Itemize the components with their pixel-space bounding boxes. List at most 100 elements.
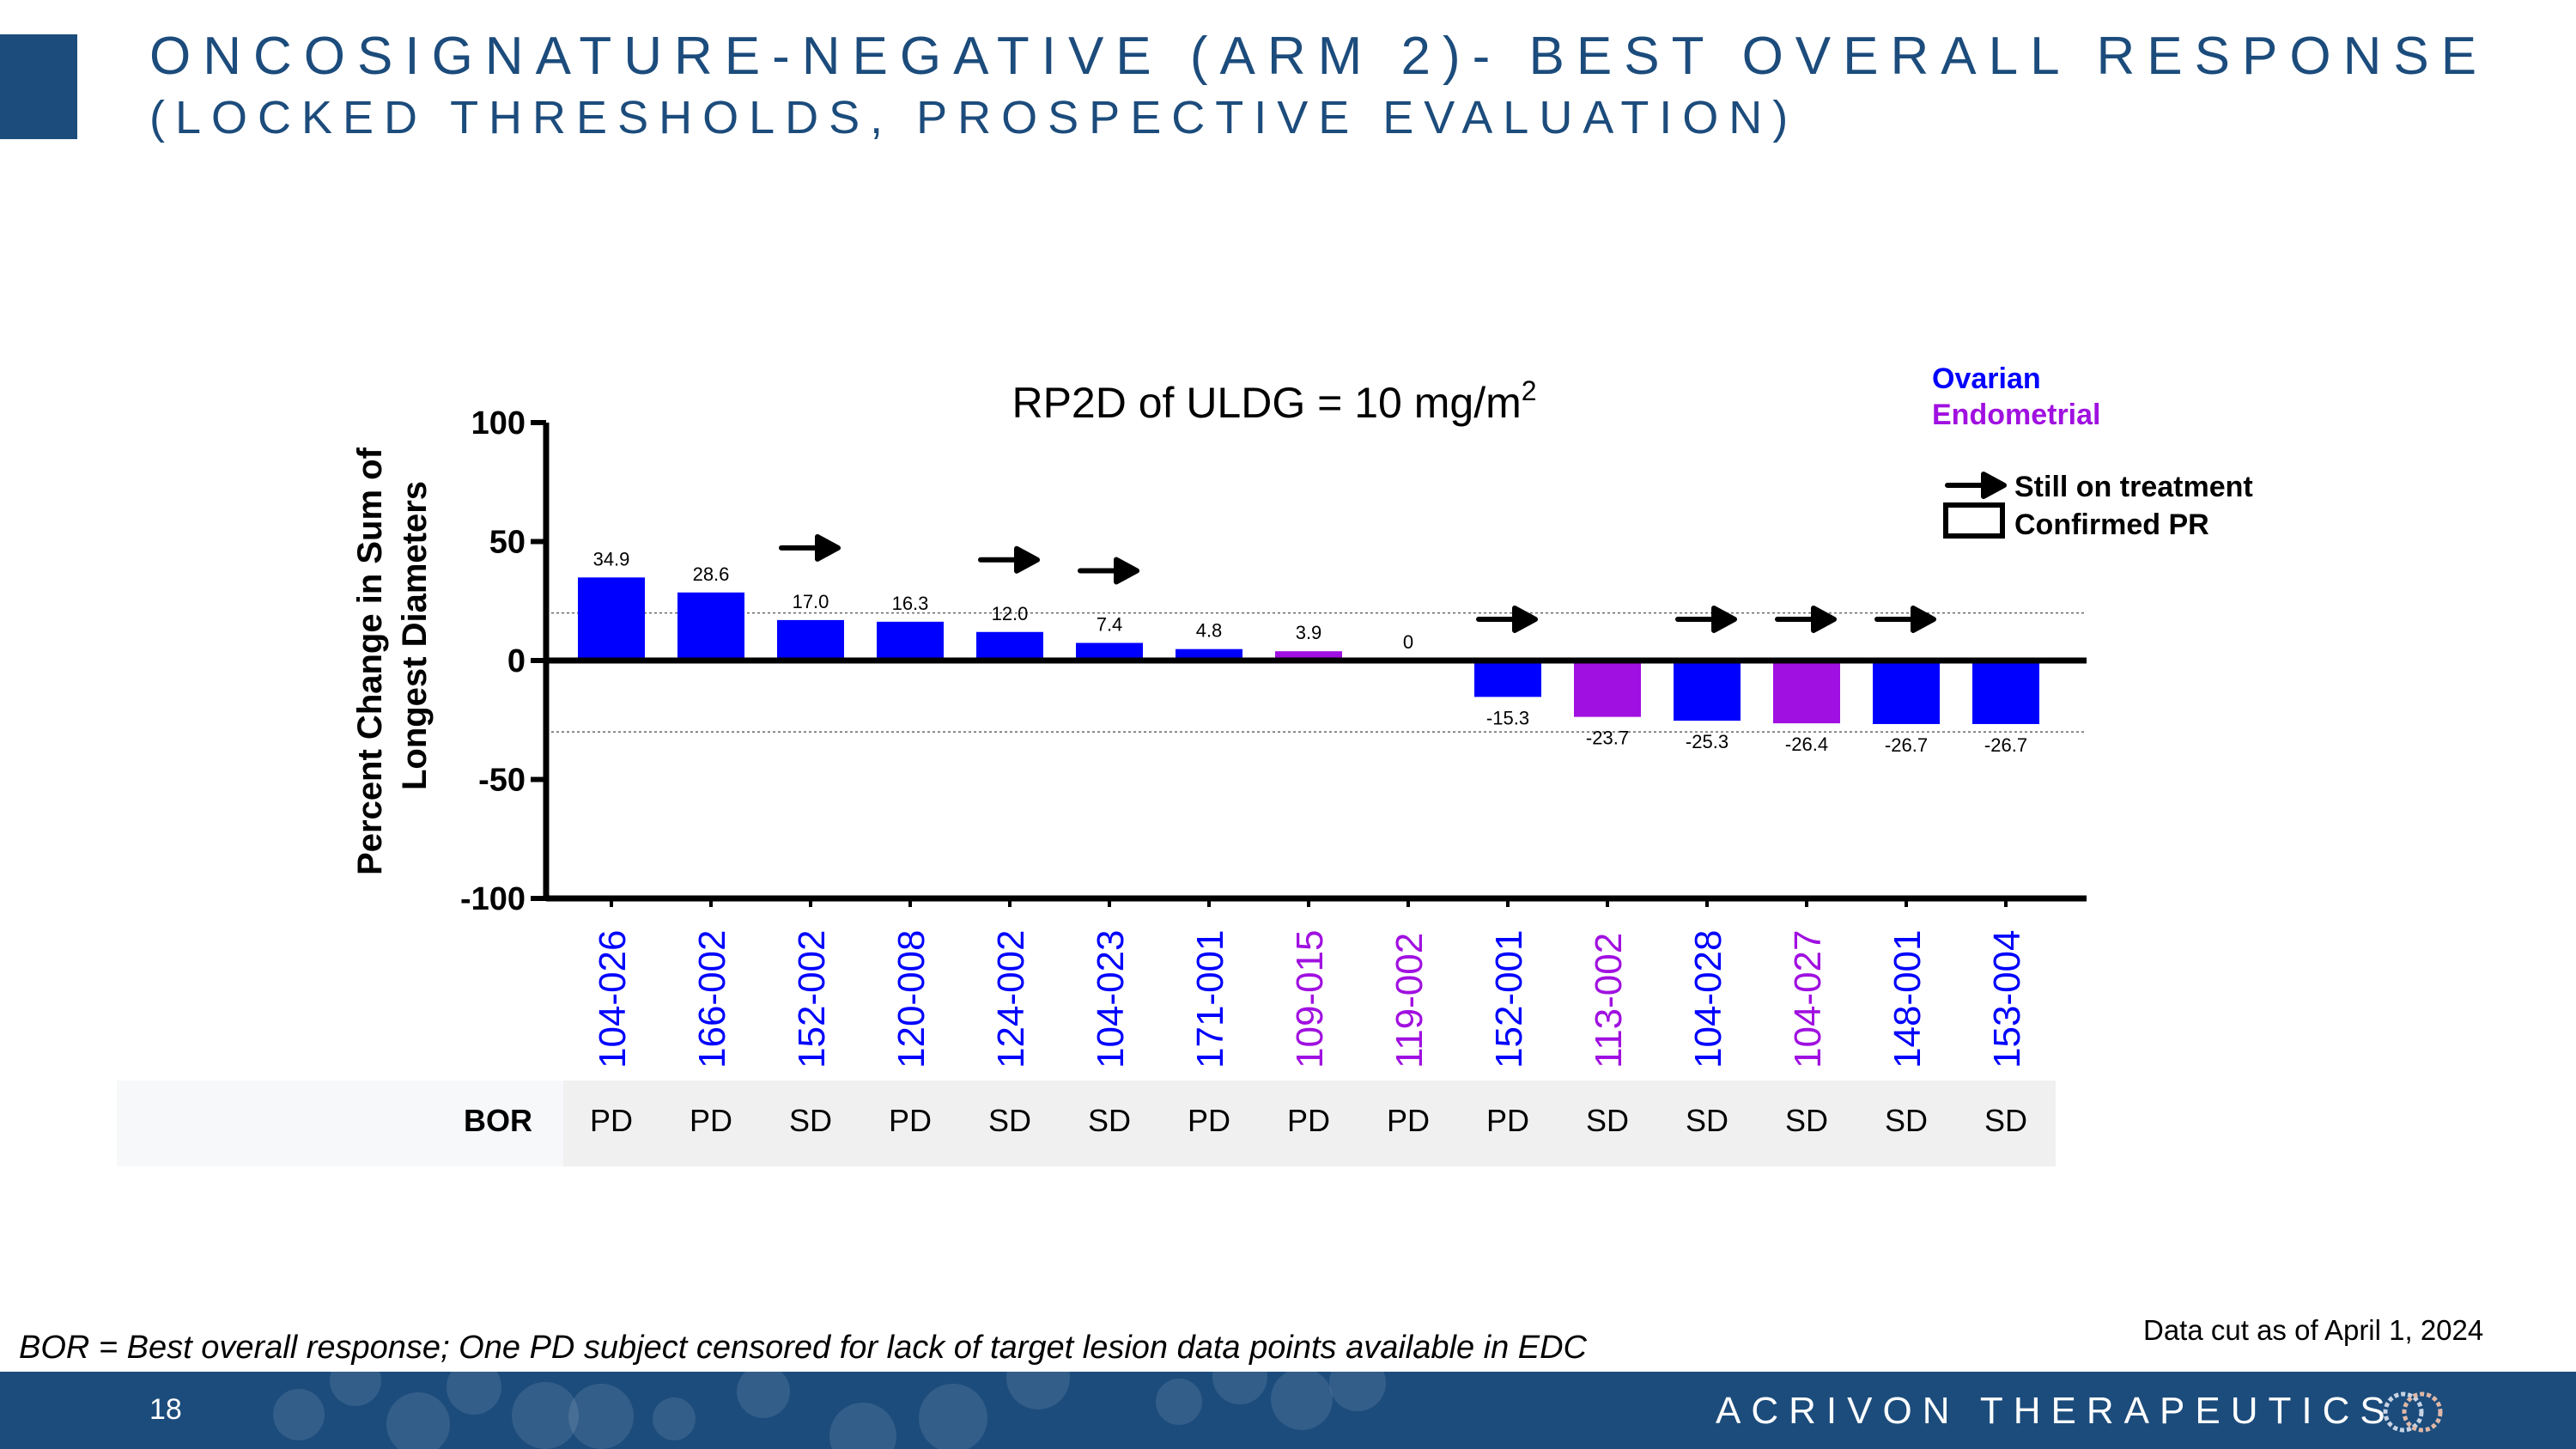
page-number: 18: [149, 1393, 182, 1426]
footer-dot: [386, 1392, 450, 1449]
chart-title: RP2D of ULDG = 10 mg/m2: [1012, 375, 1536, 427]
still-on-treatment-arrow-icon: [1078, 557, 1139, 585]
legend-still-on-treatment: Still on treatment: [2014, 471, 2253, 503]
bor-cell: SD: [1087, 1103, 1131, 1138]
x-tick-label: 153-004: [1986, 930, 2028, 1068]
x-tick-label: 171-001: [1189, 930, 1231, 1068]
data-label: 12.0: [992, 603, 1029, 624]
bar: [677, 592, 744, 661]
footer-dot: [568, 1384, 634, 1449]
bor-cell: SD: [1884, 1103, 1928, 1138]
footer-dot: [1156, 1379, 1202, 1425]
bar: [1873, 661, 1940, 724]
footer-dot: [829, 1403, 896, 1449]
data-label: -23.7: [1586, 728, 1629, 749]
footer-dot: [1006, 1372, 1070, 1409]
x-tick-label: 152-002: [791, 930, 833, 1068]
corner-accent: [0, 34, 77, 139]
data-label: 0: [1403, 631, 1413, 653]
footnote: BOR = Best overall response; One PD subj…: [19, 1330, 1588, 1366]
still-on-treatment-arrow-icon: [1675, 606, 1737, 633]
data-label: 4.8: [1196, 620, 1223, 642]
legend-confirmed-pr: Confirmed PR: [2014, 508, 2209, 541]
bor-cell: PD: [1286, 1103, 1330, 1138]
footer-bar: [0, 1372, 2576, 1449]
x-tick-label: 152-001: [1488, 930, 1530, 1068]
y-axis-label: Percent Change in Sum of Longest Diamete…: [351, 447, 434, 875]
y-tick-label: -100: [460, 881, 526, 917]
still-on-treatment-arrow-icon: [1476, 606, 1538, 633]
data-label: 16.3: [892, 593, 929, 614]
data-label: 34.9: [593, 548, 630, 569]
still-on-treatment-arrow-icon: [978, 545, 1040, 574]
bar: [976, 631, 1043, 661]
data-label: -26.7: [1984, 734, 2027, 756]
bar: [777, 619, 844, 661]
bar: [1474, 661, 1541, 697]
footer-dot: [512, 1382, 579, 1449]
bor-cell: PD: [1386, 1103, 1430, 1138]
x-tick-label: 124-002: [990, 930, 1032, 1068]
y-axis-label-line1: Percent Change in Sum of: [351, 447, 389, 875]
company-name: ACRIVON THERAPEUTICS: [1716, 1390, 2396, 1432]
acrivon-logo-icon: [2383, 1391, 2443, 1433]
bor-cell: PD: [589, 1103, 633, 1138]
data-cut-note: Data cut as of April 1, 2024: [2143, 1314, 2484, 1346]
x-tick-label: 113-002: [1588, 933, 1630, 1068]
footer-dot: [737, 1372, 790, 1418]
still-on-treatment-arrow-icon: [1775, 606, 1837, 633]
x-tick-label: 148-001: [1886, 930, 1929, 1068]
bor-cell: PD: [689, 1103, 732, 1138]
footer-dot: [1212, 1372, 1267, 1404]
bor-cell: PD: [1485, 1103, 1529, 1138]
data-label: -26.4: [1785, 734, 1828, 755]
footer-dot: [1329, 1372, 1386, 1411]
legend-endometrial: Endometrial: [1932, 399, 2100, 431]
bor-cell: SD: [1784, 1103, 1828, 1138]
y-tick-label: -50: [478, 763, 526, 799]
bor-cell: SD: [788, 1103, 832, 1138]
legend-ovarian: Ovarian: [1932, 362, 2041, 395]
footer-dot: [330, 1372, 381, 1406]
bar: [1275, 651, 1342, 661]
legend-arrow-icon: [1945, 472, 2007, 499]
legend: Ovarian Endometrial Still on treatment C…: [1932, 362, 2253, 541]
bor-cell: SD: [1685, 1103, 1728, 1138]
bar: [1972, 661, 2039, 724]
chart-title-superscript: 2: [1522, 375, 1537, 406]
y-tick-label: 50: [489, 525, 526, 561]
data-label: 17.0: [793, 591, 829, 612]
bor-cell: SD: [1984, 1103, 2027, 1138]
bor-cells-background: [563, 1081, 2056, 1166]
chart-body: 34.9 104-026 28.6 166-002 17.0 152-002 16.3 120…: [460, 405, 2087, 1068]
x-tick-label: 120-008: [890, 930, 933, 1068]
bar: [578, 577, 645, 661]
bar: [877, 621, 944, 661]
data-label: -15.3: [1486, 707, 1529, 728]
data-label: 28.6: [693, 563, 730, 585]
bor-cell: SD: [987, 1103, 1031, 1138]
data-label: -26.7: [1885, 734, 1928, 756]
x-tick-label: 104-027: [1787, 930, 1829, 1068]
bar: [1076, 642, 1143, 661]
bor-cell: SD: [1585, 1103, 1629, 1138]
bor-label: BOR: [464, 1103, 532, 1138]
footer-dot: [919, 1384, 987, 1449]
bor-cell: PD: [1187, 1103, 1230, 1138]
bor-row-background: [117, 1081, 563, 1166]
y-tick-label: 0: [507, 643, 526, 679]
x-tick-label: 109-015: [1289, 930, 1331, 1068]
footer-dot: [1271, 1372, 1333, 1430]
still-on-treatment-arrow-icon: [779, 533, 841, 562]
bar: [1574, 661, 1641, 717]
x-tick-label: 119-002: [1388, 933, 1431, 1068]
footer-dot: [653, 1397, 696, 1440]
slide-subtitle: (LOCKED THRESHOLDS, PROSPECTIVE EVALUATI…: [149, 92, 1799, 143]
x-tick-label: 104-028: [1687, 930, 1729, 1068]
y-axis-label-line2: Longest Diameters: [396, 481, 434, 790]
bor-cell: PD: [888, 1103, 932, 1138]
x-tick-label: 104-023: [1090, 930, 1132, 1068]
data-label: -25.3: [1686, 731, 1728, 752]
y-tick-label: 100: [471, 405, 526, 441]
